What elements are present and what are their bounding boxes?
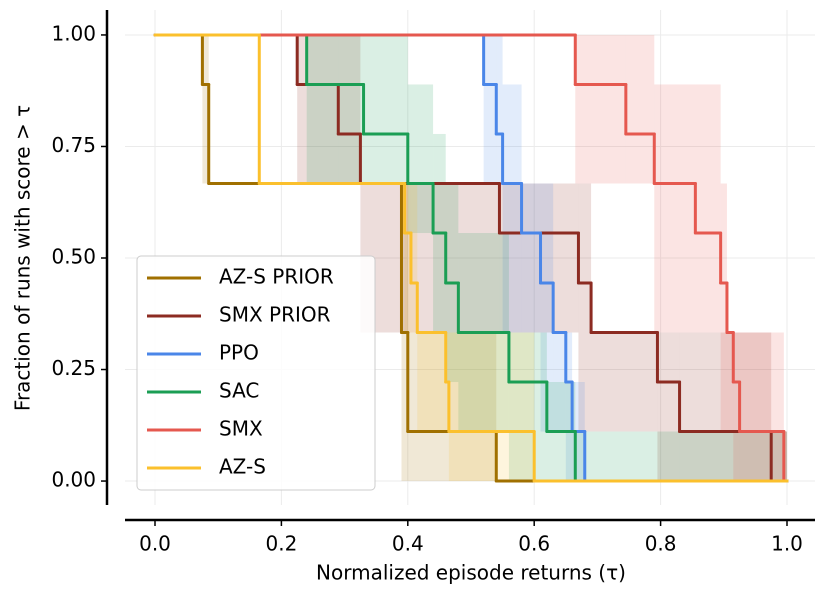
confidence-band (565, 332, 573, 482)
confidence-band (654, 84, 696, 333)
confidence-band (363, 34, 408, 184)
legend-label: SAC (219, 379, 259, 403)
confidence-band (496, 34, 503, 184)
confidence-band (407, 84, 434, 234)
confidence-band (360, 183, 500, 333)
confidence-band (508, 332, 547, 482)
legend-label: SMX PRIOR (219, 303, 331, 327)
legend-label: AZ-S PRIOR (219, 265, 334, 289)
confidence-band (575, 431, 787, 482)
x-tick-label: 0.2 (265, 532, 297, 556)
legend-label: PPO (219, 341, 259, 365)
confidence-band (739, 332, 784, 482)
y-axis-label: Fraction of runs with score > τ (11, 105, 35, 411)
confidence-band (407, 332, 497, 482)
confidence-band (733, 332, 740, 482)
confidence-band (783, 431, 787, 482)
bands (202, 34, 787, 482)
confidence-band (483, 34, 497, 184)
y-tick-label: 0.75 (51, 133, 96, 157)
confidence-band (679, 332, 772, 482)
confidence-band (540, 183, 554, 432)
confidence-band (657, 332, 680, 482)
confidence-band (575, 34, 626, 184)
legend-label: AZ-S (219, 455, 266, 479)
x-tick-label: 0.8 (645, 532, 677, 556)
confidence-band (306, 34, 364, 184)
y-tick-label: 0.50 (51, 245, 96, 269)
confidence-band (521, 183, 541, 333)
legend: AZ-S PRIOR SMX PRIOR PPO SAC SMX AZ-S (136, 255, 376, 491)
confidence-band (417, 332, 446, 432)
x-tick-label: 1.0 (771, 532, 803, 556)
confidence-band (410, 183, 418, 333)
confidence-band (297, 34, 339, 184)
confidence-band (448, 332, 535, 482)
confidence-band (502, 84, 522, 333)
confidence-band (591, 332, 658, 432)
confidence-band (726, 332, 734, 432)
confidence-band (578, 183, 592, 432)
lines (153, 33, 789, 483)
legend-label: SMX (219, 417, 263, 441)
x-tick-label: 0.4 (392, 532, 424, 556)
y-tick-label: 1.00 (51, 21, 96, 45)
confidence-band (202, 34, 209, 184)
confidence-band (720, 183, 727, 432)
confidence-band (499, 183, 579, 333)
confidence-band (695, 84, 721, 333)
x-tick-label: 0.6 (518, 532, 550, 556)
confidence-band (553, 332, 566, 432)
confidence-band (404, 183, 411, 333)
y-tick-label: 0.25 (51, 356, 96, 380)
confidence-band (625, 34, 655, 184)
x-axis-label: Normalized episode returns (τ) (316, 561, 626, 585)
x-tick-label: 0.0 (139, 532, 171, 556)
confidence-band (338, 34, 361, 184)
y-tick-label: 0.00 (51, 468, 96, 492)
